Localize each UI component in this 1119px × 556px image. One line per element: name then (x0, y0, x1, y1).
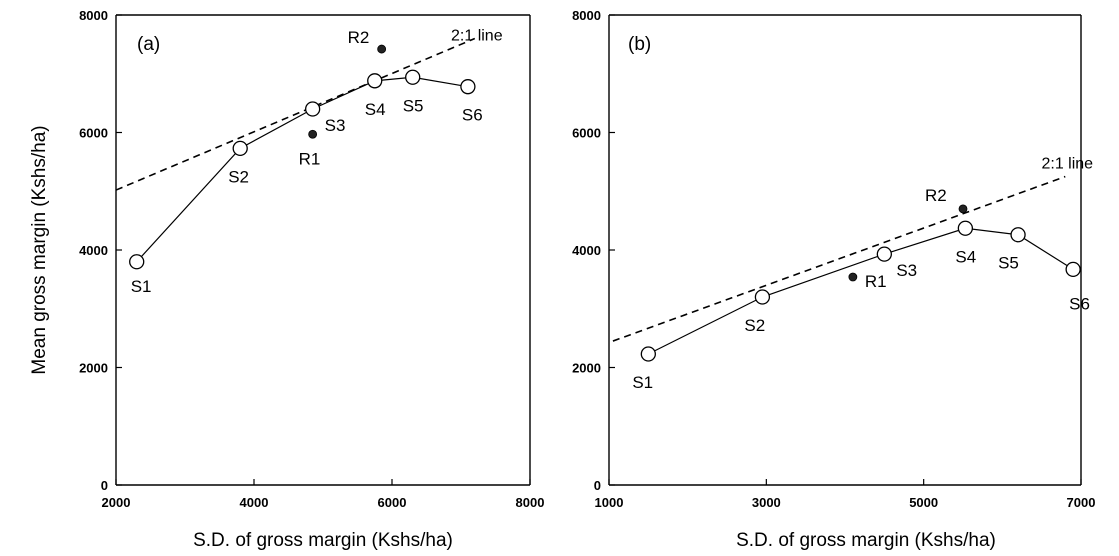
panel-a-point-s6 (460, 79, 476, 95)
panel-a-point-label-s3: S3 (325, 116, 346, 135)
panel-b-point-label-s6: S6 (1069, 294, 1090, 313)
panel-b-x-tick-label: 5000 (909, 495, 938, 510)
panel-b-point-r2 (958, 204, 968, 214)
panel-a-point-label-s1: S1 (131, 277, 152, 296)
panel-a-point-r1 (308, 129, 318, 139)
panel-a-point-label-r1: R1 (299, 149, 321, 168)
panel-b-y-tick-label: 4000 (572, 243, 601, 258)
panel-b-point-r1 (848, 272, 858, 282)
panel-b-plot: 2:1 line S1 S2 S3 S4 S5 S6 R1 R2 (612, 156, 1093, 392)
panel-a-ref-line-label: 2:1 line (451, 28, 503, 45)
panel-b-x-tick-label: 7000 (1067, 495, 1096, 510)
panel-b-x-ticks: 1000 3000 5000 7000 (595, 479, 1096, 510)
panel-b: (b) S.D. of gross margin (Kshs/ha) 1000 3… (572, 8, 1095, 551)
panel-b-point-label-r2: R2 (925, 186, 947, 205)
panel-a-point-label-r2: R2 (348, 28, 370, 47)
panel-b-point-label-r1: R1 (865, 272, 887, 291)
panel-a-y-tick-label: 6000 (79, 126, 108, 141)
panel-a-x-tick-label: 4000 (240, 495, 269, 510)
panel-b-y-tick-label: 8000 (572, 8, 601, 23)
panel-b-point-label-s1: S1 (632, 373, 653, 392)
panel-a-y-tick-label: 8000 (79, 8, 108, 23)
panel-b-point-label-s2: S2 (744, 316, 765, 335)
panel-b-ref-line-label: 2:1 line (1041, 156, 1093, 173)
panel-b-y-tick-label: 6000 (572, 126, 601, 141)
panel-a-label: (a) (137, 34, 160, 55)
panel-a-point-label-s6: S6 (462, 106, 483, 125)
panel-a-point-r2 (377, 44, 387, 54)
panel-a-point-s1 (129, 254, 145, 270)
panel-a-x-axis-title: S.D. of gross margin (Kshs/ha) (193, 530, 453, 551)
panel-a-x-tick-label: 8000 (516, 495, 545, 510)
panel-a-y-tick-label: 0 (101, 478, 108, 493)
panel-b-point-s4 (957, 220, 974, 236)
panel-a-plot: 2:1 line S1 S2 S3 S4 S5 S6 R1 R2 (115, 28, 503, 296)
panel-a-point-s4 (367, 73, 383, 89)
panel-b-point-label-s5: S5 (998, 254, 1019, 273)
panel-b-point-label-s4: S4 (955, 247, 976, 266)
panel-a-series-line (136, 76, 469, 263)
panel-a-y-axis-title: Mean gross margin (Kshs/ha) (29, 125, 50, 374)
panel-a-point-label-s2: S2 (228, 167, 249, 186)
panel-a-point-label-s4: S4 (365, 100, 386, 119)
panel-a-point-label-s5: S5 (403, 96, 424, 115)
panel-b-point-s3 (876, 246, 892, 262)
panel-a-x-tick-label: 6000 (378, 495, 407, 510)
panel-a-y-tick-label: 2000 (79, 361, 108, 376)
panel-b-y-tick-label: 0 (594, 478, 601, 493)
panel-b-x-axis-title: S.D. of gross margin (Kshs/ha) (736, 530, 996, 551)
panel-a-x-ticks: 2000 4000 6000 8000 (102, 479, 545, 510)
panel-a-y-tick-label: 4000 (79, 243, 108, 258)
panel-b-point-s6 (1065, 261, 1081, 278)
panel-b-x-tick-label: 3000 (752, 495, 781, 510)
panel-b-point-label-s3: S3 (896, 261, 917, 280)
panel-b-point-s5 (1010, 227, 1026, 243)
panel-a-y-ticks: 0 2000 4000 6000 8000 (79, 8, 122, 493)
panel-a-point-s2 (232, 140, 248, 157)
panel-a-x-tick-label: 2000 (102, 495, 131, 510)
panel-a: (a) S.D. of gross margin (Kshs/ha) Mean … (29, 8, 544, 551)
panel-b-x-tick-label: 1000 (595, 495, 624, 510)
panel-b-ref-line (612, 175, 1066, 342)
panel-b-label: (b) (628, 34, 651, 55)
panel-b-y-tick-label: 2000 (572, 361, 601, 376)
panel-b-point-s1 (640, 346, 656, 362)
panel-b-point-s2 (754, 289, 771, 305)
panel-b-y-ticks: 0 2000 4000 6000 8000 (572, 8, 615, 493)
panel-a-point-s3 (304, 101, 321, 117)
panel-a-point-s5 (405, 69, 421, 85)
panel-b-series-line (648, 227, 1074, 355)
panel-a-ref-line (115, 37, 476, 191)
